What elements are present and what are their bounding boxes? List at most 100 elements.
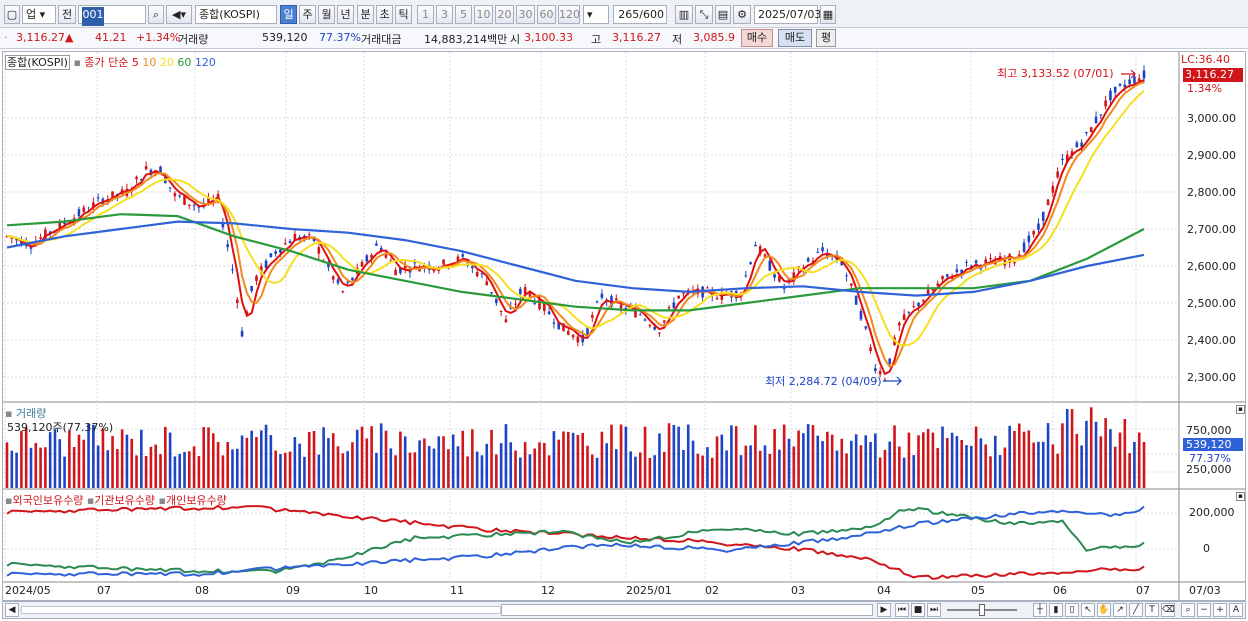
scroll-left-icon[interactable]: ◀ (5, 603, 19, 617)
speaker-icon[interactable]: ◀▾ (166, 5, 192, 24)
volume-bar (327, 438, 330, 488)
period-month[interactable]: 월 (318, 5, 335, 24)
interval-60[interactable]: 60 (537, 5, 556, 24)
buy-button[interactable]: 매수 (741, 29, 773, 47)
price-tick-2400: 2,400.00 (1187, 334, 1236, 347)
interval-dropdown[interactable]: ▾ (583, 5, 609, 24)
volume-bar (667, 423, 671, 488)
volume-tick-250k: 250,000 (1186, 463, 1232, 476)
volume-bar (806, 424, 810, 488)
foreign-holdings-label[interactable]: 외국인보유수량 (12, 494, 84, 507)
volume-bar (840, 438, 844, 488)
text-tool-icon[interactable]: T (1145, 603, 1159, 617)
volume-bar (984, 444, 987, 488)
candle-body (936, 283, 940, 286)
chart-area[interactable]: 종합(KOSPI) ▪ 종가 단순 5 10 20 60 120 최고 3,13… (2, 51, 1246, 601)
bar-width-icon[interactable]: ▮ (1049, 603, 1063, 617)
period-day[interactable]: 일 (280, 5, 297, 24)
save-icon[interactable]: ▤ (715, 5, 731, 24)
zoom-slider-handle[interactable] (979, 604, 985, 616)
scroll-track[interactable] (21, 606, 501, 614)
volume-bar (317, 454, 321, 488)
period-year[interactable]: 년 (337, 5, 354, 24)
main-series-name[interactable]: 종합(KOSPI) (5, 55, 70, 70)
period-second[interactable]: 초 (376, 5, 393, 24)
interval-120[interactable]: 120 (558, 5, 580, 24)
candle-body (667, 307, 671, 309)
candle-body (1118, 83, 1122, 86)
jump-end-icon[interactable]: ⏭ (927, 603, 941, 617)
holdings-close-icon[interactable]: ▪ (1236, 492, 1245, 501)
prev-button[interactable]: 전 (58, 5, 76, 24)
candle-body (806, 258, 810, 262)
market-select[interactable]: 업 ▾ (22, 5, 56, 24)
line-tool-icon[interactable]: ╱ (1129, 603, 1143, 617)
scroll-right-icon[interactable]: ▶ (877, 603, 891, 617)
volume-close-icon[interactable]: ▪ (1236, 405, 1245, 414)
candle-body (552, 322, 556, 324)
volume-bar (519, 457, 522, 488)
hand-icon[interactable]: ✋ (1097, 603, 1111, 617)
interval-30[interactable]: 30 (516, 5, 535, 24)
volume-bar (902, 457, 906, 488)
count-total: /600 (639, 8, 664, 21)
candle-body (888, 358, 892, 364)
volume-title-text[interactable]: 거래량 (15, 407, 47, 420)
interval-3[interactable]: 3 (436, 5, 453, 24)
volume-bar (1085, 420, 1088, 488)
font-size-icon[interactable]: A (1229, 603, 1243, 617)
arrow-tool-icon[interactable]: ↗ (1113, 603, 1127, 617)
period-tick[interactable]: 틱 (395, 5, 412, 24)
volume-bar (255, 437, 258, 488)
date-tick-07: 07 (97, 584, 111, 597)
candle-body (15, 238, 18, 241)
volume-bar (269, 435, 273, 488)
interval-5[interactable]: 5 (455, 5, 472, 24)
sell-button[interactable]: 매도 (778, 29, 812, 47)
eraser-icon[interactable]: ⌫ (1161, 603, 1175, 617)
layout-icon[interactable]: ▢ (4, 5, 20, 24)
calendar-icon[interactable]: ▦ (820, 5, 836, 24)
chart-scrollbar[interactable]: ◀ ▶ ⏮ ■ ⏭ ┼ ▮ ▯ ↖ ✋ ↗ ╱ T ⌫ ⌕ − + A (2, 601, 1246, 619)
zoom-in-icon[interactable]: + (1213, 603, 1227, 617)
candle-type-icon[interactable]: ▥ (675, 5, 693, 24)
ma-label[interactable]: 종가 단순 (84, 56, 129, 69)
quote-bar: · 3,116.27 ▲ 41.21 +1.34% 거래량 539,120 77… (0, 28, 1248, 49)
gear-icon[interactable]: ⚙ (733, 5, 751, 24)
draw-tool-icon[interactable]: ⤡ (695, 5, 713, 24)
bar-gap-icon[interactable]: ▯ (1065, 603, 1079, 617)
volume-bar (1075, 433, 1079, 488)
volume-bar (192, 446, 196, 488)
candle-body (269, 253, 273, 258)
scroll-thumb[interactable] (501, 604, 873, 616)
interval-1[interactable]: 1 (417, 5, 434, 24)
zoom-out-icon[interactable]: − (1197, 603, 1211, 617)
zoom-icon[interactable]: ⌕ (1181, 603, 1195, 617)
cursor-icon[interactable]: ↖ (1081, 603, 1095, 617)
date-field[interactable]: 2025/07/03 (754, 5, 821, 24)
interval-20[interactable]: 20 (495, 5, 514, 24)
search-icon[interactable]: ⌕ (148, 5, 164, 24)
period-minute[interactable]: 분 (357, 5, 374, 24)
candle-body (600, 293, 604, 298)
low-label: 저 (672, 33, 683, 46)
count-field[interactable]: 265/600 (613, 5, 667, 24)
interval-10[interactable]: 10 (474, 5, 493, 24)
name-field[interactable]: 종합(KOSPI) (195, 5, 277, 24)
volume-bar (974, 426, 978, 488)
candle-body (144, 166, 148, 170)
code-input[interactable]: 001 (78, 5, 146, 26)
volume-bar (1109, 429, 1112, 488)
jump-start-icon[interactable]: ⏮ (895, 603, 909, 617)
period-week[interactable]: 주 (299, 5, 316, 24)
institution-holdings-label[interactable]: 기관보유수량 (94, 494, 156, 507)
crosshair-icon[interactable]: ┼ (1033, 603, 1047, 617)
volume-bar (403, 436, 407, 488)
volume-bar (912, 455, 916, 488)
eval-button[interactable]: 평 (816, 29, 836, 47)
ma5-label: 5 (131, 56, 139, 69)
individual-holdings-label[interactable]: 개인보유수량 (165, 494, 227, 507)
volume-bar (379, 423, 383, 488)
stop-icon[interactable]: ■ (911, 603, 925, 617)
date-tick-06: 06 (1053, 584, 1067, 597)
